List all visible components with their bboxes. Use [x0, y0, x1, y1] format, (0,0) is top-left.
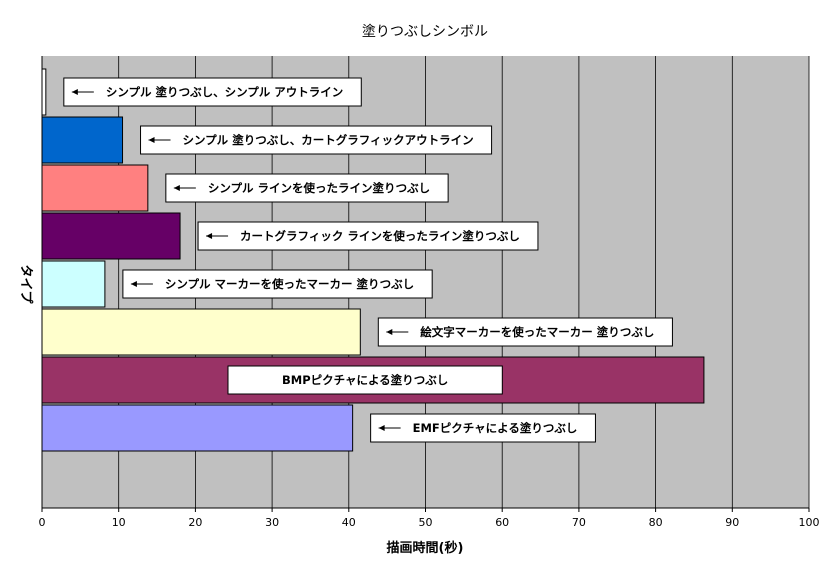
- bar-annotation-label: EMFピクチャによる塗りつぶし: [413, 421, 578, 435]
- arrow-head: [386, 329, 393, 335]
- arrow-head: [148, 137, 155, 143]
- annotation-box: [227, 365, 503, 395]
- annotation-box: [122, 269, 433, 299]
- bar-annotation-label: 絵文字マーカーを使ったマーカー 塗りつぶし: [420, 325, 654, 339]
- arrow-head: [378, 425, 385, 431]
- x-axis-ticks: 0 10 20 30 40 50 60 70 80 90 100: [39, 508, 820, 529]
- chart-title: 塗りつぶしシンボル: [362, 23, 488, 40]
- bar-annotation-label: カートグラフィック ラインを使ったライン塗りつぶし: [240, 229, 520, 243]
- x-tick-label: 90: [725, 516, 739, 529]
- x-tick-label: 30: [265, 516, 279, 529]
- bar-annotation-label: シンプル マーカーを使ったマーカー 塗りつぶし: [165, 277, 414, 291]
- annotation-box: [197, 221, 539, 251]
- bar-annotation-label: シンプル 塗りつぶし、カートグラフィックアウトライン: [183, 133, 474, 147]
- bar-annotation-label: シンプル ラインを使ったライン塗りつぶし: [208, 181, 430, 195]
- bar: [41, 68, 47, 116]
- bar: [41, 404, 354, 452]
- x-tick-label: 100: [799, 516, 820, 529]
- bar: [41, 308, 361, 356]
- arrow-head: [130, 281, 137, 287]
- annotation-box: [165, 173, 449, 203]
- bar-annotation-label: シンプル 塗りつぶし、シンプル アウトライン: [106, 85, 343, 99]
- x-tick-label: 20: [188, 516, 202, 529]
- x-tick-label: 70: [572, 516, 586, 529]
- x-tick-label: 60: [495, 516, 509, 529]
- annotation-box: [370, 413, 596, 443]
- bar: [41, 260, 106, 308]
- annotation-box: [140, 125, 493, 155]
- bar: [41, 212, 181, 260]
- x-tick-label: 10: [112, 516, 126, 529]
- x-tick-label: 80: [649, 516, 663, 529]
- x-axis-label: 描画時間(秒): [387, 540, 464, 556]
- bar: [41, 164, 149, 212]
- x-tick-label: 40: [342, 516, 356, 529]
- annotation-box: [377, 317, 673, 347]
- annotation-box: [63, 77, 362, 107]
- arrow-head: [206, 233, 213, 239]
- arrow-head: [71, 89, 78, 95]
- y-axis-label: タイプ: [18, 264, 33, 304]
- x-tick-label: 0: [39, 516, 46, 529]
- bar: [41, 116, 124, 164]
- bars: [41, 68, 705, 452]
- x-tick-label: 50: [419, 516, 433, 529]
- arrow-head: [173, 185, 180, 191]
- bar-annotation-label: BMPピクチャによる塗りつぶし: [282, 373, 448, 387]
